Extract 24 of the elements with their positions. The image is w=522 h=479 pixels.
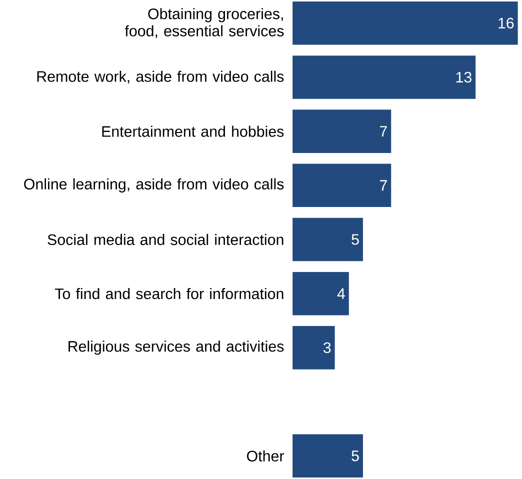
bar (292, 56, 476, 99)
y-tick-label: Obtaining groceries, food, essential services (124, 8, 284, 38)
y-tick-label: Social media and social interaction (48, 234, 284, 246)
bar (292, 272, 349, 316)
bar (292, 164, 392, 208)
y-tick-label: Religious services and activities (68, 340, 284, 355)
y-tick-label: Online learning, aside from video calls (24, 178, 284, 192)
bar (292, 1, 518, 45)
data-label: 5 (352, 234, 359, 245)
data-label: 16 (498, 18, 514, 28)
data-label: 3 (323, 342, 331, 354)
y-tick-label: Other (246, 450, 284, 462)
bar (292, 326, 335, 370)
y-tick-label: To find and search for information (54, 288, 284, 300)
data-label: 7 (380, 180, 387, 191)
bar (292, 218, 363, 262)
bar (292, 110, 392, 153)
bar (292, 434, 363, 478)
data-label: 4 (337, 288, 345, 299)
y-tick-label: Remote work, aside from video calls (37, 70, 284, 84)
y-tick-label: Entertainment and hobbies (102, 126, 284, 137)
data-label: 5 (352, 450, 359, 462)
data-label: 7 (380, 126, 387, 137)
data-label: 13 (456, 72, 472, 83)
